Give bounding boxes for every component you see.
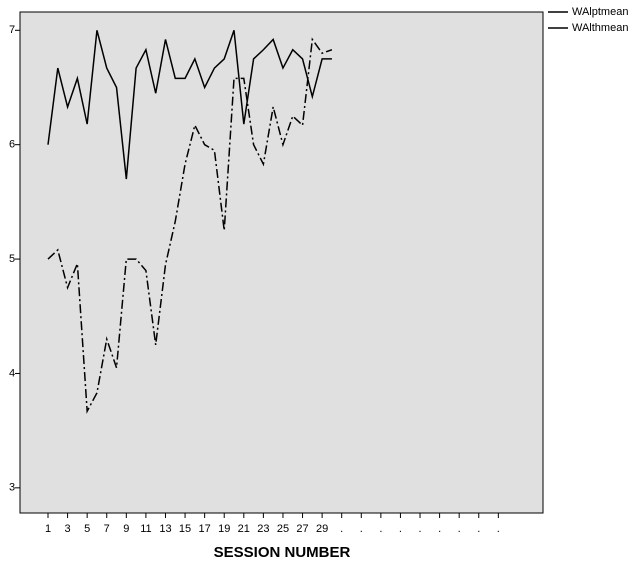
x-tick-label: 9 [123,523,129,535]
legend-label: WAlptmean [572,6,628,18]
x-tick-label: 21 [238,523,250,535]
series-line [47,30,332,180]
x-tick-label: . [497,523,500,535]
x-tick-label: . [399,523,402,535]
x-tick-label: 3 [65,523,71,535]
x-tick-label: 27 [296,523,308,535]
x-tick-label: 29 [316,523,328,535]
x-tick-label: 15 [179,523,191,535]
x-tick-label: . [340,523,343,535]
x-tick-label: . [360,523,363,535]
y-tick-label: 6 [9,139,15,151]
x-tick-label: 19 [218,523,230,535]
x-tick-label: 1 [45,523,51,535]
x-tick-label: 11 [140,523,151,535]
x-tick-label: 5 [84,523,90,535]
x-tick-label: 17 [199,523,211,535]
x-tick-label: . [418,523,421,535]
x-tick-label: 23 [257,523,269,535]
x-tick-label: 25 [277,523,289,535]
x-tick-label: 13 [159,523,171,535]
x-tick-label: 7 [104,523,110,535]
plot-area [19,11,544,514]
x-tick-label: . [379,523,382,535]
y-tick-label: 7 [9,24,15,36]
y-tick-label: 3 [9,482,15,494]
x-tick-label: . [477,523,480,535]
x-tick-label: . [438,523,441,535]
x-axis-title: SESSION NUMBER [214,544,351,561]
y-tick-label: 5 [9,253,15,265]
x-tick-label: . [458,523,461,535]
series-line [47,37,333,414]
legend-label: WAlthmean [572,22,628,34]
y-tick-label: 4 [9,367,15,379]
